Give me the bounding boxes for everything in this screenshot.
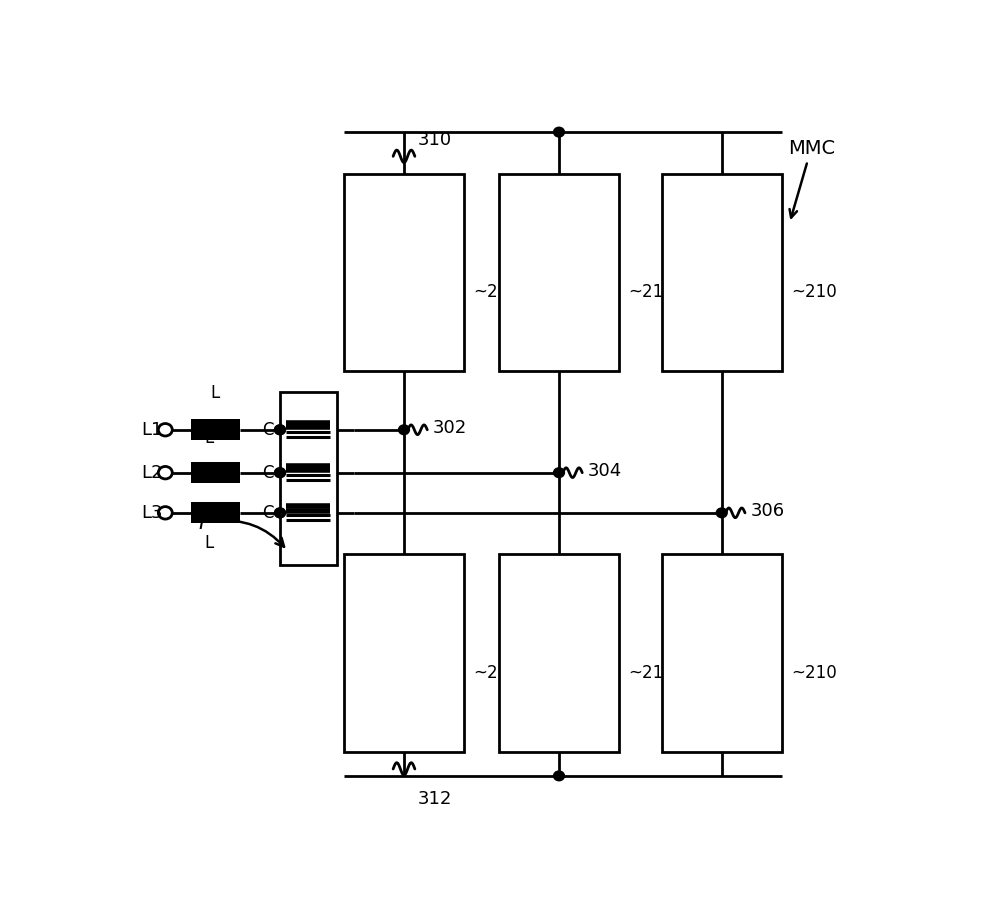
Circle shape — [275, 425, 285, 434]
Bar — [191, 503, 240, 523]
Circle shape — [275, 467, 285, 477]
Text: C: C — [262, 503, 274, 521]
Bar — [344, 174, 464, 371]
Text: L2: L2 — [141, 464, 163, 482]
Bar — [344, 555, 464, 752]
Text: ~210: ~210 — [628, 283, 674, 301]
Circle shape — [399, 425, 409, 434]
Text: ~210: ~210 — [473, 663, 519, 681]
Text: L: L — [204, 534, 214, 552]
Bar — [191, 419, 240, 441]
Circle shape — [554, 467, 564, 477]
Bar — [499, 174, 619, 371]
Circle shape — [275, 425, 285, 434]
Bar — [662, 555, 782, 752]
Text: 302: 302 — [433, 419, 467, 437]
Circle shape — [554, 771, 564, 780]
Circle shape — [275, 467, 285, 477]
Circle shape — [275, 508, 285, 518]
Text: 310: 310 — [418, 131, 452, 149]
Text: F: F — [199, 513, 284, 547]
Text: L3: L3 — [141, 503, 163, 521]
Text: C: C — [262, 421, 274, 439]
Text: 304: 304 — [588, 461, 622, 479]
Bar — [280, 392, 337, 565]
Bar — [662, 174, 782, 371]
Circle shape — [716, 508, 727, 518]
Text: C: C — [262, 464, 274, 482]
Text: L: L — [204, 429, 214, 447]
Text: 312: 312 — [418, 789, 452, 807]
Text: ~210: ~210 — [791, 663, 837, 681]
Bar — [499, 555, 619, 752]
Circle shape — [554, 128, 564, 137]
Text: L1: L1 — [141, 421, 163, 439]
Text: MMC: MMC — [788, 139, 835, 218]
Text: ~210: ~210 — [473, 283, 519, 301]
Text: 306: 306 — [750, 502, 785, 520]
Circle shape — [275, 508, 285, 518]
Bar — [191, 462, 240, 483]
Text: ~210: ~210 — [628, 663, 674, 681]
Text: ~210: ~210 — [791, 283, 837, 301]
Text: L: L — [211, 384, 220, 402]
